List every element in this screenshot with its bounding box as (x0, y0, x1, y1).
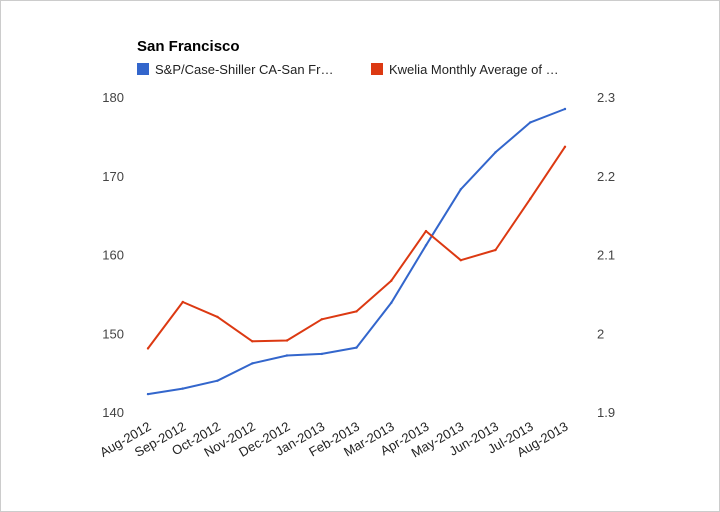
data-point-case-shiller[interactable] (563, 107, 567, 111)
data-point-case-shiller[interactable] (494, 151, 497, 154)
y-right-tick-label: 2.2 (597, 169, 615, 184)
legend-label-kwelia[interactable]: Kwelia Monthly Average of … (389, 62, 559, 77)
x-axis: Aug-2012Sep-2012Oct-2012Nov-2012Dec-2012… (97, 419, 570, 461)
data-point-kwelia[interactable] (390, 279, 393, 282)
legend-swatch-kwelia (371, 63, 383, 75)
data-point-case-shiller[interactable] (355, 346, 358, 349)
data-point-case-shiller[interactable] (285, 354, 289, 357)
data-point-kwelia[interactable] (355, 310, 358, 313)
y-right-tick-label: 1.9 (597, 405, 615, 420)
y-right-tick-label: 2 (597, 326, 604, 341)
data-point-case-shiller[interactable] (459, 188, 462, 191)
data-point-case-shiller[interactable] (251, 362, 254, 365)
data-point-kwelia[interactable] (563, 145, 567, 148)
data-point-kwelia[interactable] (320, 318, 323, 321)
data-point-kwelia[interactable] (146, 347, 150, 350)
y-left-tick-label: 170 (102, 169, 124, 184)
series-line-case-shiller[interactable] (147, 108, 566, 396)
data-point-case-shiller[interactable] (320, 352, 323, 356)
data-point-case-shiller[interactable] (424, 244, 428, 247)
y-left-tick-label: 140 (102, 405, 124, 420)
series-line-kwelia[interactable] (147, 145, 566, 350)
data-point-kwelia[interactable] (529, 197, 532, 200)
data-point-kwelia[interactable] (181, 300, 184, 304)
data-point-case-shiller[interactable] (529, 121, 532, 124)
data-point-kwelia[interactable] (459, 259, 462, 262)
data-point-kwelia[interactable] (216, 315, 219, 319)
y-left-tick-label: 180 (102, 90, 124, 105)
data-point-case-shiller[interactable] (216, 379, 219, 382)
data-point-case-shiller[interactable] (146, 392, 150, 396)
legend-swatch-case-shiller (137, 63, 149, 75)
y-axis-left: 180 170 160 150 140 (102, 90, 124, 420)
data-point-kwelia[interactable] (424, 229, 428, 233)
y-axis-right: 2.3 2.2 2.1 2 1.9 (597, 90, 615, 420)
series-lines (146, 107, 567, 396)
data-point-kwelia[interactable] (251, 340, 254, 343)
legend: S&P/Case-Shiller CA-San Fr… Kwelia Month… (137, 62, 559, 77)
chart-title: San Francisco (137, 38, 240, 55)
legend-label-case-shiller[interactable]: S&P/Case-Shiller CA-San Fr… (155, 62, 333, 77)
data-point-case-shiller[interactable] (390, 301, 393, 304)
y-left-tick-label: 150 (102, 326, 124, 341)
y-right-tick-label: 2.1 (597, 248, 615, 263)
y-right-tick-label: 2.3 (597, 90, 615, 105)
y-left-tick-label: 160 (102, 248, 124, 263)
data-point-case-shiller[interactable] (181, 387, 184, 390)
data-point-kwelia[interactable] (285, 339, 289, 342)
data-point-kwelia[interactable] (494, 248, 497, 252)
